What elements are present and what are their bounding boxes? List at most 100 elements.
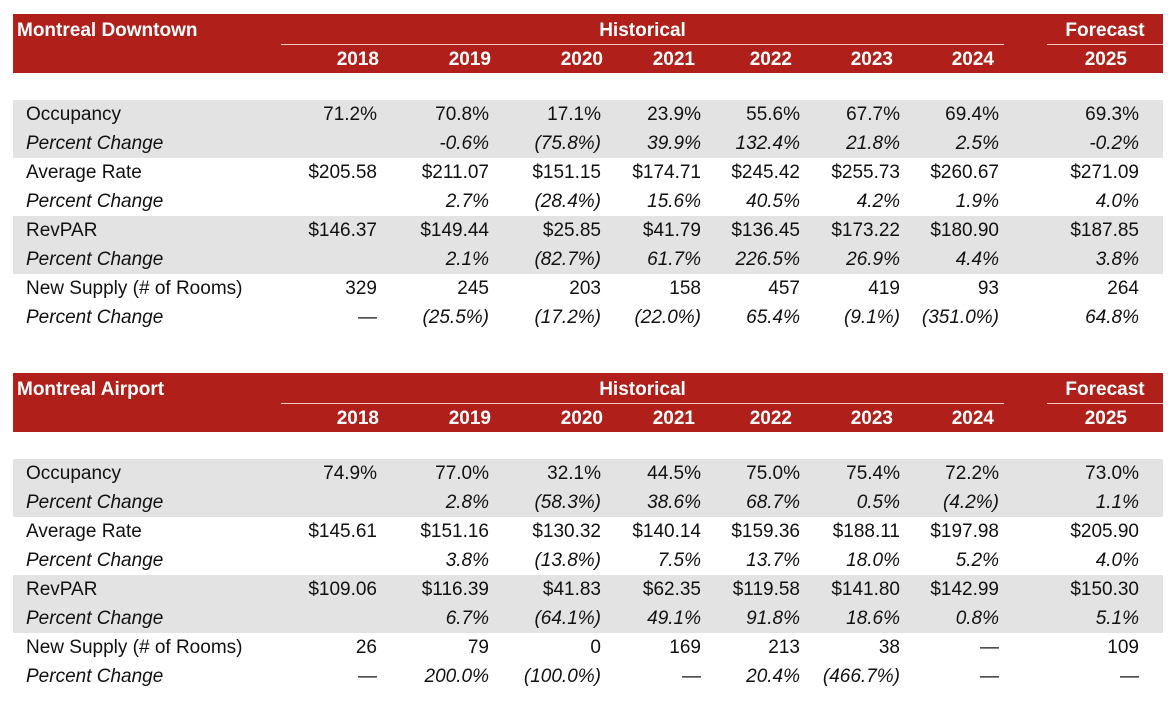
table-cell: — bbox=[980, 666, 999, 687]
table-cell: 2.7% bbox=[445, 191, 489, 212]
table-cell: 132.4% bbox=[735, 133, 800, 154]
table-row: Average Rate $205.58 $211.07 $151.15 $174.71… bbox=[13, 158, 1163, 187]
table-cell: -0.6% bbox=[439, 133, 489, 154]
table-cell: $151.16 bbox=[420, 521, 489, 542]
table-cell: 0 bbox=[590, 637, 601, 658]
table-row: New Supply (# of Rooms) 329 245 203 158 457 41… bbox=[13, 274, 1163, 303]
forecast-label: Forecast bbox=[1065, 20, 1145, 41]
table-cell: 5.2% bbox=[955, 550, 999, 571]
table-cell: (9.1%) bbox=[844, 307, 900, 328]
table-cell: $41.83 bbox=[542, 579, 601, 600]
row-label: Percent Change bbox=[26, 608, 164, 629]
table-cell: $41.79 bbox=[642, 220, 701, 241]
table-cell: 65.4% bbox=[746, 307, 800, 328]
table-cell: $109.06 bbox=[308, 579, 377, 600]
table-cell: 40.5% bbox=[746, 191, 800, 212]
table-cell: 3.8% bbox=[445, 550, 489, 571]
table-cell: $25.85 bbox=[542, 220, 601, 241]
table-cell: $62.35 bbox=[642, 579, 701, 600]
table-cell: $271.09 bbox=[1070, 162, 1139, 183]
historical-label: Historical bbox=[599, 379, 686, 400]
year-header: 2019 bbox=[448, 408, 491, 429]
table-header: Montreal Airport Historical Forecast 201… bbox=[13, 373, 1163, 432]
table-cell: 75.4% bbox=[846, 463, 900, 484]
table-cell: — bbox=[1120, 666, 1139, 687]
table-cell: 26.9% bbox=[846, 249, 900, 270]
year-header: 2021 bbox=[652, 49, 695, 70]
year-header: 2018 bbox=[336, 49, 379, 70]
table-cell: (25.5%) bbox=[422, 307, 489, 328]
table-cell: (58.3%) bbox=[534, 492, 601, 513]
table-cell: 7.5% bbox=[657, 550, 701, 571]
table-cell: $159.36 bbox=[731, 521, 800, 542]
table-cell: 4.4% bbox=[955, 249, 999, 270]
table-cell: 23.9% bbox=[647, 104, 701, 125]
table-header: Montreal Downtown Historical Forecast 20… bbox=[13, 14, 1163, 73]
table-cell: 74.9% bbox=[323, 463, 377, 484]
table-cell: $146.37 bbox=[308, 220, 377, 241]
table-cell: 203 bbox=[569, 278, 601, 299]
table-cell: 69.4% bbox=[945, 104, 999, 125]
table-cell: 91.8% bbox=[746, 608, 800, 629]
table-cell: 15.6% bbox=[647, 191, 701, 212]
table-cell: 39.9% bbox=[647, 133, 701, 154]
forecast-underline bbox=[1047, 44, 1163, 45]
table-cell: $205.90 bbox=[1070, 521, 1139, 542]
year-header: 2020 bbox=[560, 408, 603, 429]
table-cell: — bbox=[358, 307, 377, 328]
table-cell: $136.45 bbox=[731, 220, 800, 241]
row-label: Percent Change bbox=[26, 492, 164, 513]
table-cell: (466.7%) bbox=[822, 666, 900, 687]
historical-underline bbox=[281, 44, 1004, 45]
table-cell: 32.1% bbox=[547, 463, 601, 484]
table-cell: $245.42 bbox=[731, 162, 800, 183]
table-body: Occupancy 71.2% 70.8% 17.1% 23.9% 55.6% 67.7% 6… bbox=[13, 100, 1163, 332]
table-cell: 329 bbox=[345, 278, 377, 299]
table-cell: 200.0% bbox=[424, 666, 489, 687]
table-cell: (100.0%) bbox=[523, 666, 601, 687]
row-label: Percent Change bbox=[26, 249, 164, 270]
row-label: RevPAR bbox=[26, 220, 98, 241]
table-cell: $150.30 bbox=[1070, 579, 1139, 600]
table-cell: 79 bbox=[467, 637, 489, 658]
row-label: New Supply (# of Rooms) bbox=[26, 637, 243, 658]
table-cell: — bbox=[358, 666, 377, 687]
year-header: 2018 bbox=[336, 408, 379, 429]
table-row: Percent Change -0.6% (75.8%) 39.9% 132.4% 21.… bbox=[13, 129, 1163, 158]
year-header: 2022 bbox=[749, 408, 792, 429]
table-row: Average Rate $145.61 $151.16 $130.32 $140.14… bbox=[13, 517, 1163, 546]
row-label: Occupancy bbox=[26, 104, 122, 125]
row-label: New Supply (# of Rooms) bbox=[26, 278, 243, 299]
table-cell: 1.1% bbox=[1095, 492, 1139, 513]
table-cell: $119.58 bbox=[732, 579, 800, 600]
table-cell: 4.0% bbox=[1095, 191, 1139, 212]
table-cell: $130.32 bbox=[532, 521, 601, 542]
year-header: 2024 bbox=[951, 408, 994, 429]
table-cell: 0.8% bbox=[955, 608, 999, 629]
table-cell: $173.22 bbox=[831, 220, 900, 241]
table-cell: (22.0%) bbox=[634, 307, 701, 328]
table-cell: 93 bbox=[977, 278, 999, 299]
forecast-label: Forecast bbox=[1065, 379, 1145, 400]
table-cell: 109 bbox=[1107, 637, 1139, 658]
table-cell: $141.80 bbox=[831, 579, 900, 600]
table-row: Percent Change 3.8% (13.8%) 7.5% 13.7% 18.0% 5… bbox=[13, 546, 1163, 575]
table-cell: 20.4% bbox=[746, 666, 800, 687]
table-title: Montreal Airport bbox=[17, 379, 165, 400]
table-cell: 2.5% bbox=[955, 133, 999, 154]
year-header: 2019 bbox=[448, 49, 491, 70]
table-row: Occupancy 71.2% 70.8% 17.1% 23.9% 55.6% 67.7% 6… bbox=[13, 100, 1163, 129]
table-cell: $180.90 bbox=[930, 220, 999, 241]
row-label: Percent Change bbox=[26, 550, 164, 571]
year-header: 2025 bbox=[1084, 408, 1127, 429]
table-cell: $260.67 bbox=[930, 162, 999, 183]
table-cell: 64.8% bbox=[1085, 307, 1139, 328]
table-row: New Supply (# of Rooms) 26 79 0 169 213 38 — 109 bbox=[13, 633, 1163, 662]
table-cell: 3.8% bbox=[1095, 249, 1139, 270]
table-cell: 226.5% bbox=[735, 249, 800, 270]
table-cell: 38 bbox=[878, 637, 900, 658]
table-cell: 69.3% bbox=[1085, 104, 1139, 125]
table-cell: $149.44 bbox=[420, 220, 489, 241]
table-cell: 169 bbox=[669, 637, 701, 658]
table-cell: 0.5% bbox=[856, 492, 900, 513]
